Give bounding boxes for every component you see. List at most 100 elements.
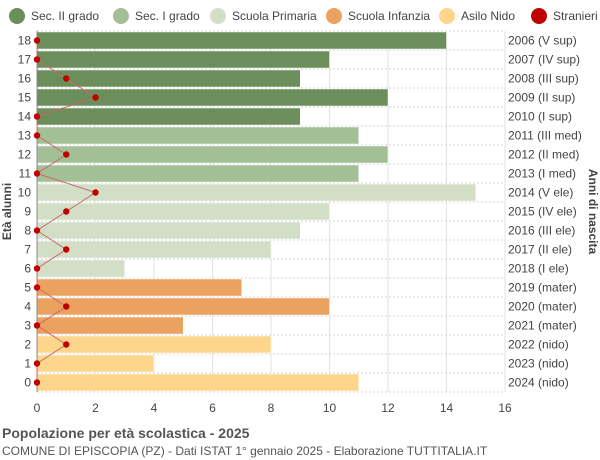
birth-year-label: 2020 (mater) (508, 300, 577, 314)
birth-year-label: 2022 (nido) (508, 338, 569, 352)
birth-year-label: 2021 (mater) (508, 319, 577, 333)
stranieri-point (63, 303, 70, 310)
stranieri-point (33, 56, 41, 63)
bar (36, 107, 301, 126)
age-tick-label: 8 (24, 224, 31, 238)
stranieri-point (33, 132, 41, 139)
bar (36, 50, 330, 69)
bar (36, 221, 301, 240)
birth-year-label: 2006 (V sup) (508, 34, 577, 48)
stranieri-point (63, 208, 70, 215)
birth-year-label: 2007 (IV sup) (508, 53, 580, 67)
age-tick-label: 5 (24, 281, 31, 295)
bar (36, 31, 447, 50)
legend-swatch (210, 8, 226, 24)
birth-year-label: 2017 (II ele) (508, 243, 572, 257)
bar (36, 126, 359, 145)
bar (36, 240, 272, 259)
age-tick-label: 11 (19, 167, 32, 181)
bar (36, 316, 184, 335)
x-tick-label: 0 (34, 401, 41, 415)
stranieri-point (33, 379, 41, 386)
age-tick-label: 9 (24, 205, 31, 219)
birth-year-label: 2013 (I med) (508, 167, 576, 181)
birth-year-label: 2008 (III sup) (508, 72, 579, 86)
birth-year-label: 2009 (II sup) (508, 91, 575, 105)
x-tick-label: 14 (440, 401, 454, 415)
stranieri-point (33, 284, 41, 291)
x-tick-label: 2 (92, 401, 99, 415)
birth-year-label: 2012 (II med) (508, 148, 579, 162)
stranieri-point (33, 265, 41, 272)
age-tick-label: 15 (18, 91, 32, 105)
legend-item: Scuola Primaria (210, 6, 317, 26)
age-tick-label: 1 (24, 357, 31, 371)
bar (36, 69, 301, 88)
age-tick-label: 7 (24, 243, 31, 257)
stranieri-point (33, 360, 41, 367)
stranieri-point (33, 113, 41, 120)
legend-label: Scuola Infanzia (348, 9, 431, 23)
age-tick-label: 10 (18, 186, 32, 200)
age-tick-label: 12 (18, 148, 32, 162)
age-tick-label: 4 (24, 300, 31, 314)
birth-year-label: 2011 (III med) (508, 129, 582, 143)
legend-label: Sec. I grado (135, 9, 200, 23)
x-tick-label: 4 (151, 401, 158, 415)
age-tick-label: 3 (24, 319, 31, 333)
age-tick-label: 14 (18, 110, 32, 124)
legend-swatch (113, 8, 129, 24)
legend-item: Asilo Nido (439, 6, 515, 26)
stranieri-point (63, 75, 70, 82)
legend-item: Scuola Infanzia (326, 6, 430, 26)
age-tick-label: 18 (18, 34, 32, 48)
x-tick-label: 10 (323, 401, 337, 415)
bar (36, 164, 359, 183)
legend-swatch (326, 8, 342, 24)
stranieri-point (63, 341, 70, 348)
bar (36, 183, 476, 202)
age-tick-label: 13 (18, 129, 32, 143)
legend-label: Sec. II grado (31, 9, 100, 23)
legend-swatch (531, 8, 547, 24)
stranieri-point (63, 151, 70, 158)
legend-label: Asilo Nido (461, 9, 516, 23)
chart-title: Popolazione per età scolastica - 2025 (2, 425, 250, 441)
legend-item: Sec. II grado (9, 6, 99, 26)
bar (36, 354, 155, 373)
bar (36, 278, 242, 297)
legend: Sec. II grado Sec. I grado Scuola Primaria… (0, 6, 600, 26)
birth-year-label: 2024 (nido) (508, 376, 569, 390)
birth-year-label: 2019 (mater) (508, 281, 577, 295)
age-tick-label: 17 (18, 53, 32, 67)
bar (36, 88, 389, 107)
birth-year-label: 2014 (V ele) (508, 186, 573, 200)
stranieri-point (33, 37, 41, 44)
chart-source: COMUNE DI EPISCOPIA (PZ) - Dati ISTAT 1°… (2, 444, 488, 458)
stranieri-point (33, 170, 41, 177)
age-tick-label: 0 (24, 376, 31, 390)
stranieri-point (33, 227, 41, 234)
birth-year-label: 2023 (nido) (508, 357, 569, 371)
y-axis-title-right: Anni di nascita (586, 169, 600, 255)
x-tick-label: 8 (268, 401, 275, 415)
bar (36, 297, 330, 316)
legend-item: Stranieri (531, 6, 598, 26)
legend-swatch (9, 8, 25, 24)
bar (36, 259, 125, 278)
birth-year-label: 2016 (III ele) (508, 224, 575, 238)
x-tick-label: 6 (209, 401, 216, 415)
bar (36, 202, 330, 221)
stranieri-point (63, 246, 70, 253)
x-tick-label: 12 (381, 401, 395, 415)
stranieri-point (33, 322, 41, 329)
legend-item: Sec. I grado (113, 6, 200, 26)
y-axis-title: Età alunni (0, 183, 14, 240)
age-tick-label: 2 (24, 338, 31, 352)
legend-label: Scuola Primaria (232, 9, 317, 23)
x-tick-label: 16 (498, 401, 512, 415)
birth-year-label: 2015 (IV ele) (508, 205, 577, 219)
age-tick-label: 6 (24, 262, 31, 276)
legend-label: Stranieri (553, 9, 598, 23)
